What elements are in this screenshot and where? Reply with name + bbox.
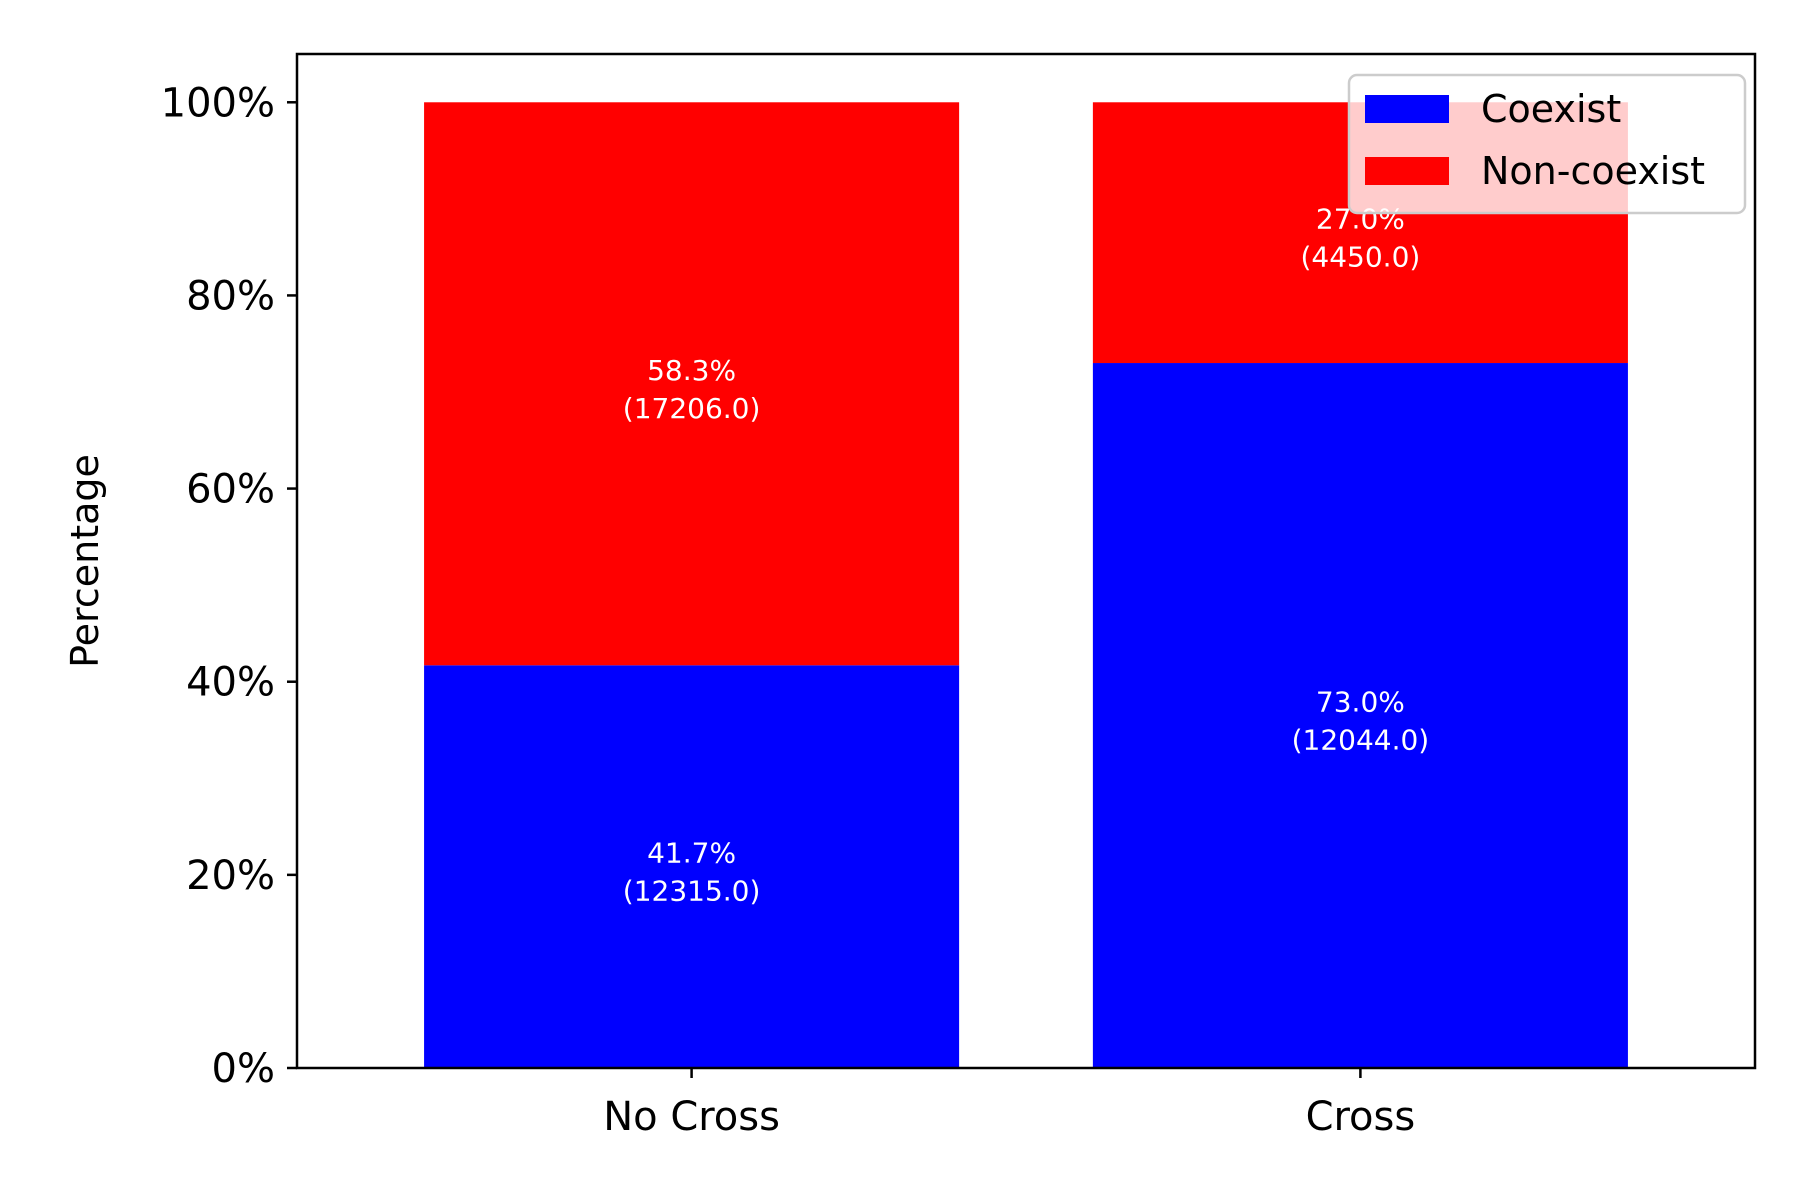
- y-tick-label: 80%: [186, 273, 275, 319]
- plot-frame: [295, 52, 1757, 1070]
- legend-label: Non-coexist: [1481, 149, 1705, 193]
- y-tick-label: 60%: [186, 467, 275, 513]
- y-tick-label: 40%: [186, 660, 275, 706]
- x-axis: No Cross Cross: [603, 1068, 1415, 1140]
- bar-coexist-no-cross: [424, 665, 960, 1068]
- legend-swatch: [1365, 95, 1449, 123]
- x-tick-label: Cross: [1306, 1094, 1416, 1140]
- data-label: 27.0% (4450.0): [1300, 203, 1420, 274]
- y-axis-label: Percentage: [63, 454, 107, 668]
- bar-non-coexist-no-cross: [424, 102, 960, 666]
- y-axis: 0% 20% 40% 60% 80% 100%: [161, 80, 297, 1092]
- bar-labels-group: 41.7% (12315.0) 73.0% (12044.0) 58.3% (17206.…: [623, 203, 1429, 908]
- bars-group: [424, 102, 1628, 1068]
- legend: Coexist Non-coexist: [1347, 73, 1747, 215]
- legend-label: Coexist: [1481, 87, 1621, 131]
- data-label: 73.0% (12044.0): [1292, 686, 1430, 757]
- data-label: 58.3% (17206.0): [623, 354, 761, 425]
- x-tick-label: No Cross: [603, 1094, 780, 1140]
- bar-coexist-cross: [1092, 363, 1628, 1068]
- legend-swatch: [1365, 157, 1449, 185]
- y-tick-label: 20%: [186, 853, 275, 899]
- data-label: 41.7% (12315.0): [623, 837, 761, 908]
- y-tick-label: 100%: [161, 80, 275, 126]
- y-tick-label: 0%: [212, 1046, 275, 1092]
